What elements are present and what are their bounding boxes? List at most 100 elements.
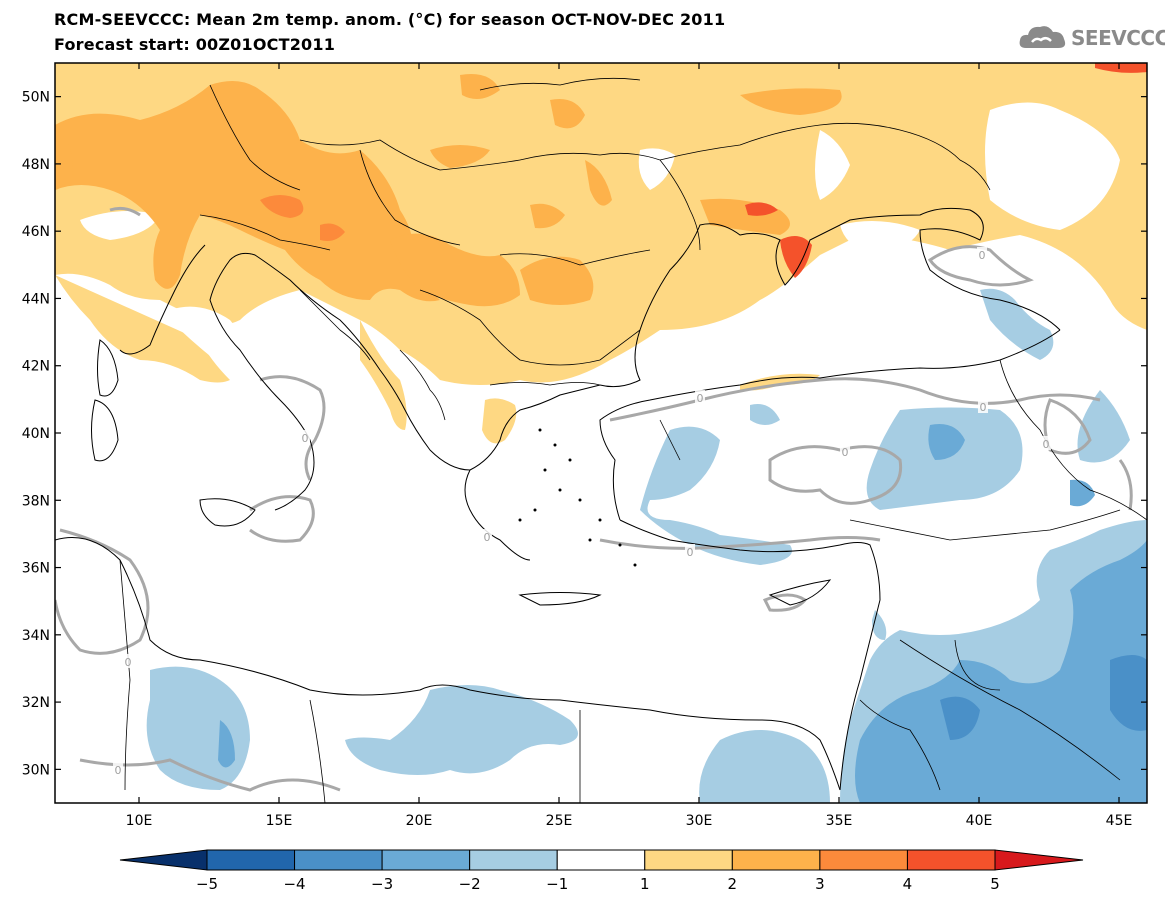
hot-core-austria (260, 195, 304, 218)
colorbar-label: 1 (640, 875, 650, 893)
latitude-axis: 50N 48N 46N 44N 42N 40N 38N 36N 34N 32N 30N (22, 90, 1147, 778)
lat-tick-label: 40N (22, 426, 50, 442)
lat-tick-label: 32N (22, 695, 50, 711)
very-hot-northeast (1095, 63, 1147, 73)
warm-anomaly-coast (55, 275, 230, 383)
colorbar-label: −2 (459, 875, 481, 893)
contour-label: 0 (687, 546, 694, 559)
colorbar-label: −3 (371, 875, 393, 893)
contour-label-bg (113, 762, 123, 776)
cool-anomaly-turkey-north (750, 404, 780, 425)
cold-core-libya (218, 720, 235, 768)
contour-label-bg (1041, 436, 1051, 450)
contour-label: 0 (125, 656, 132, 669)
warm-core-alps (55, 81, 440, 302)
colorbar-label: −5 (196, 875, 218, 893)
colorbar-bin (556, 849, 646, 871)
neutral-ukraine-2 (815, 130, 850, 200)
islands (518, 428, 637, 567)
cold-core-arabia (855, 540, 1147, 803)
contour-label-bg (300, 430, 310, 444)
lon-tick-label: 35E (826, 813, 853, 829)
lon-tick-label: 25E (546, 813, 573, 829)
contour-label-bg (840, 444, 850, 458)
warm-core-poland (460, 74, 500, 99)
colorbar-bin (206, 849, 296, 871)
lat-tick-label: 42N (22, 359, 50, 375)
anomaly-fields (55, 63, 1147, 803)
very-cold-core-2 (940, 696, 980, 740)
forecast-start: Forecast start: 00Z01OCT2011 (54, 35, 336, 54)
warm-core-balkan (390, 233, 520, 307)
lat-tick-label: 48N (22, 157, 50, 173)
colorbar-bin (731, 849, 821, 871)
lat-tick-label: 50N (22, 90, 50, 106)
colorbar-label: 4 (903, 875, 913, 893)
neutral-po (80, 211, 160, 240)
lon-tick-label: 30E (686, 813, 713, 829)
colorbar-bin (906, 849, 996, 871)
contour-label: 0 (484, 531, 491, 544)
warm-core-hungary (430, 145, 490, 168)
colorbar-label: 5 (990, 875, 1000, 893)
contour-label: 0 (842, 446, 849, 459)
colorbar-bin (644, 849, 733, 871)
very-cold-core (1110, 655, 1147, 731)
hot-core-slovenia (320, 223, 345, 241)
colorbar-label: 2 (728, 875, 738, 893)
lon-tick-label: 45E (1106, 813, 1133, 829)
very-hot-crimea (780, 236, 812, 278)
colorbar-label: 3 (815, 875, 825, 893)
lon-tick-label: 40E (966, 813, 993, 829)
lon-tick-label: 20E (406, 813, 433, 829)
colorbar-bin (294, 849, 383, 871)
cold-core-anatolia (928, 424, 965, 460)
warm-core-romania (520, 256, 594, 305)
seevccc-logo: SEEVCCC (1018, 22, 1165, 54)
colorbar-min-arrow (119, 849, 208, 871)
lat-tick-label: 34N (22, 628, 50, 644)
cool-anomaly-sinai (699, 730, 830, 803)
contour-label: 0 (115, 764, 122, 777)
colorbar-bin (819, 849, 908, 871)
contour-labels: 0 0 0 0 0 0 0 0 0 0 (113, 247, 1051, 777)
warm-core-pannonia (530, 203, 565, 229)
lon-tick-label: 15E (266, 813, 293, 829)
cloud-icon (1019, 26, 1066, 48)
colorbar: −5 −4 −3 −2 −1 1 2 3 4 5 (119, 849, 1084, 893)
contour-label-bg (482, 529, 492, 543)
contour-label-bg (123, 654, 133, 668)
contour-label: 0 (979, 249, 986, 262)
colorbar-label: −1 (546, 875, 568, 893)
contour-label-bg (978, 399, 988, 413)
cool-anomaly-anatolia-2 (640, 426, 792, 565)
cool-anomaly-egypt (345, 685, 578, 775)
neutral-crimea (840, 221, 920, 255)
lat-tick-label: 30N (22, 762, 50, 778)
colorbar-bin (469, 849, 558, 871)
very-hot-azov (745, 202, 778, 216)
lat-tick-label: 36N (22, 561, 50, 577)
longitude-axis: 10E 15E 20E 25E 30E 35E 40E 45E (126, 63, 1133, 829)
coastlines (55, 207, 1061, 791)
warm-anomaly-chalkidiki (482, 398, 517, 444)
neutral-italy (170, 306, 300, 404)
contour-label-bg (977, 247, 987, 261)
contour-label: 0 (1043, 438, 1050, 451)
colorbar-bin (381, 849, 471, 871)
colorbar-max-arrow (994, 849, 1084, 871)
map-title: RCM-SEEVCCC: Mean 2m temp. anom. (°C) fo… (54, 10, 726, 29)
warm-core-kyiv (550, 99, 585, 129)
lat-tick-label: 38N (22, 493, 50, 509)
lat-tick-label: 44N (22, 291, 50, 307)
cool-anomaly-caucasus (1077, 390, 1130, 463)
warm-core-moldova (585, 160, 612, 206)
contour-label-bg (685, 544, 695, 558)
warm-core-france (55, 130, 73, 190)
colorbar-label: −4 (283, 875, 305, 893)
logo-text: SEEVCCC (1071, 26, 1165, 50)
cold-core-east-turkey (1070, 479, 1095, 507)
cool-anomaly-georgia (980, 288, 1054, 360)
contour-label: 0 (697, 392, 704, 405)
